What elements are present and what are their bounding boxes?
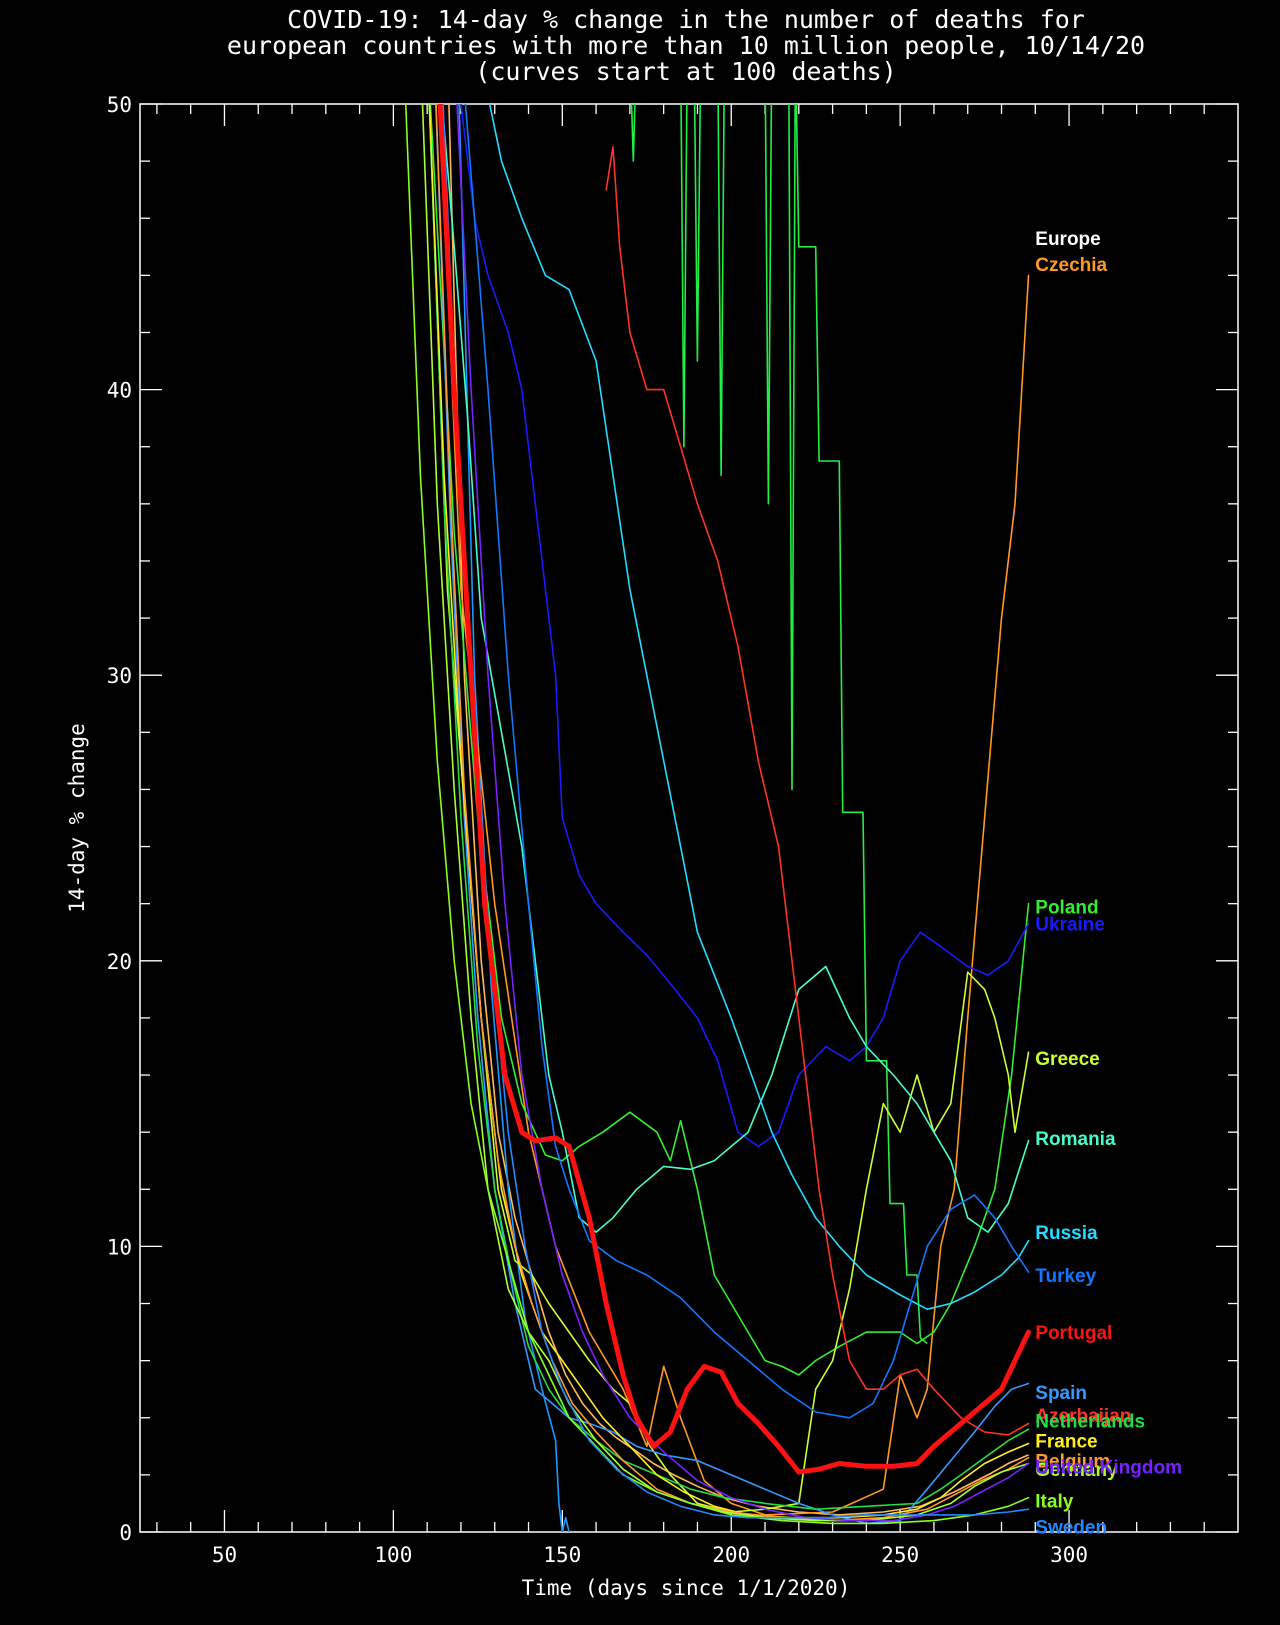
series-label-russia: Russia (1035, 1223, 1098, 1244)
x-tick-label: 50 (212, 1543, 237, 1567)
series-label-greece: Greece (1035, 1049, 1099, 1070)
series-label-netherlands: Netherlands (1035, 1412, 1145, 1433)
series-line-russia (488, 104, 1030, 1310)
y-axis-label: 14-day % change (65, 723, 89, 913)
series-label-france: France (1035, 1432, 1097, 1453)
series-label-ukraine: Ukraine (1035, 915, 1105, 936)
series-line-united-kingdom (456, 104, 1030, 1522)
plot-frame (139, 103, 1239, 1533)
series-line-belgium (435, 104, 1030, 1522)
series-label-sweden: Sweden (1035, 1517, 1107, 1538)
y-tick-label: 40 (107, 379, 132, 403)
series-label-azerbaijan: Azerbaijan (1035, 1406, 1131, 1427)
axes: 50 100 150 200 250 300 0 10 20 30 40 50 (107, 93, 1239, 1567)
unlabeled-series-line (448, 104, 1029, 1516)
y-tick-label: 30 (107, 664, 132, 688)
series-label-germany: Germany (1035, 1460, 1118, 1481)
title-line-2: european countries with more than 10 mil… (227, 31, 1145, 60)
series-label-italy: Italy (1035, 1492, 1073, 1513)
series-line-portugal (437, 104, 1031, 1475)
series-label-belgium: Belgium (1035, 1452, 1110, 1473)
title-line-3: (curves start at 100 deaths) (475, 57, 896, 86)
x-tick-label: 150 (543, 1543, 581, 1567)
y-tick-label: 0 (119, 1521, 132, 1545)
series-line-romania (441, 104, 1030, 1233)
x-tick-label: 300 (1050, 1543, 1088, 1567)
series-line-poland (429, 104, 1030, 1376)
x-axis-label: Time (days since 1/1/2020) (522, 1576, 851, 1600)
series-line-czechia (438, 104, 1030, 1516)
series-label-romania: Romania (1035, 1129, 1116, 1150)
y-tick-label: 10 (107, 1235, 132, 1259)
series-line-turkey (464, 104, 1030, 1419)
series-label-portugal: Portugal (1035, 1323, 1112, 1344)
series-lines (404, 104, 1031, 1532)
series-line-azerbaijan (605, 146, 1030, 1436)
chart-title: COVID-19: 14-day % change in the number … (227, 5, 1145, 86)
series-label-turkey: Turkey (1035, 1266, 1096, 1287)
x-tick-label: 250 (881, 1543, 919, 1567)
series-label-poland: Poland (1035, 898, 1098, 919)
series-line-ukraine (460, 104, 1030, 1148)
title-line-1: COVID-19: 14-day % change in the number … (287, 5, 1085, 34)
unlabeled-series-line (630, 104, 928, 1345)
series-label-europe: Europe (1035, 229, 1100, 250)
series-line-italy (404, 104, 1030, 1525)
y-tick-label: 50 (107, 93, 132, 117)
series-label-spain: Spain (1035, 1383, 1087, 1404)
series-label-czechia: Czechia (1035, 255, 1107, 276)
series-line-germany (421, 104, 1030, 1522)
x-tick-label: 100 (374, 1543, 412, 1567)
y-tick-label: 20 (107, 950, 132, 974)
x-tick-label: 200 (712, 1543, 750, 1567)
series-label-united-kingdom: United Kingdom (1035, 1457, 1182, 1478)
